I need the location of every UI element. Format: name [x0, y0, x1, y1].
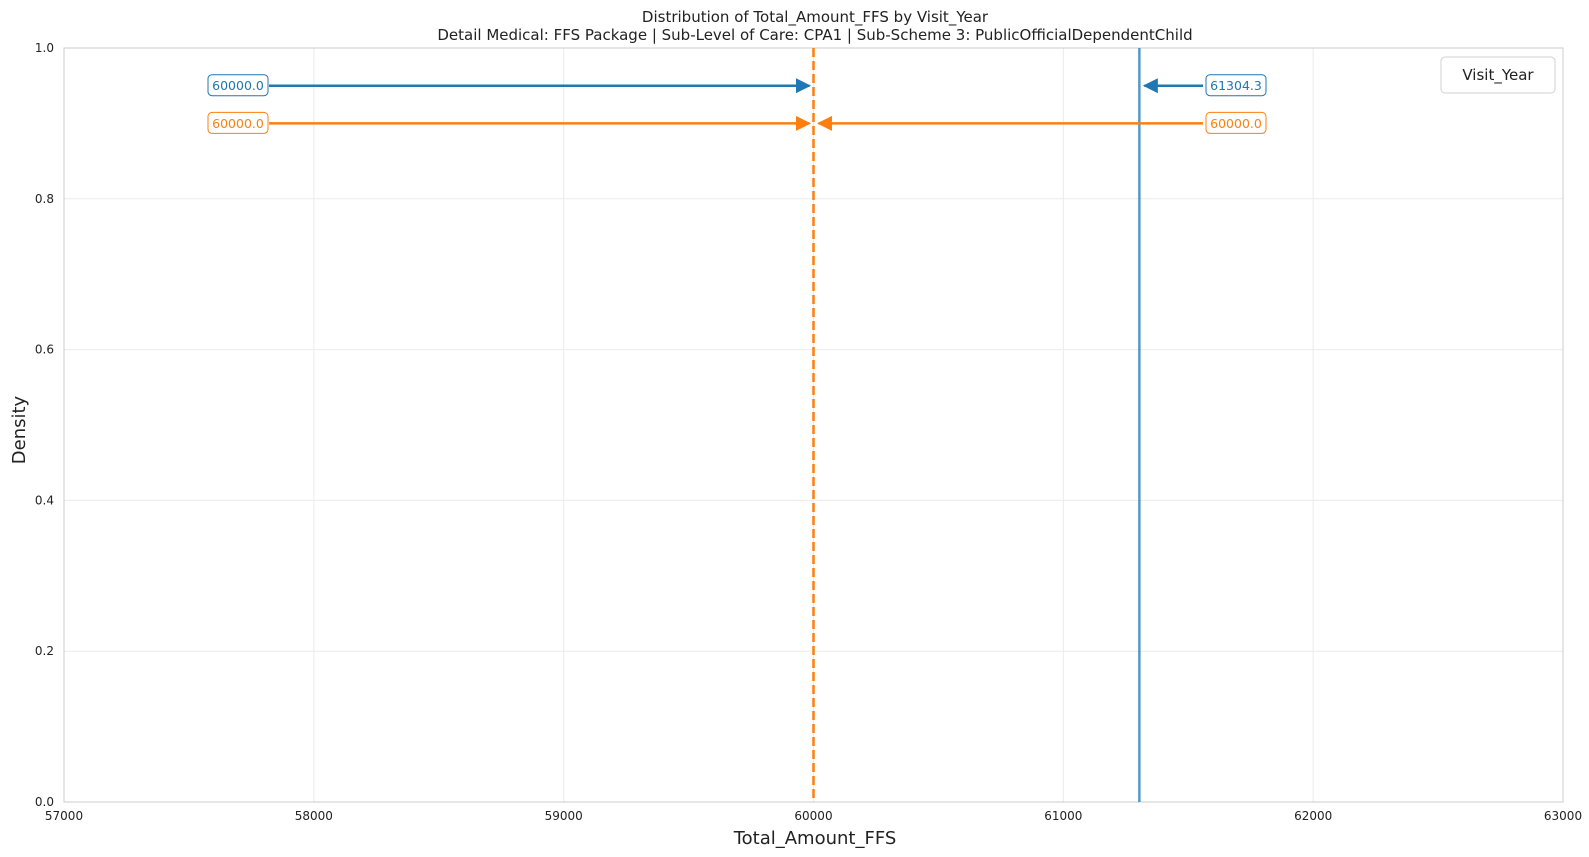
mean-label-blue: 61304.3: [1210, 78, 1262, 93]
median-label-orange: 60000.0: [212, 116, 264, 131]
y-tick-label: 0.0: [35, 795, 54, 809]
x-tick-label: 63000: [1544, 809, 1582, 823]
y-tick-label: 0.4: [35, 493, 54, 507]
y-axis-label: Density: [9, 395, 30, 464]
chart-subtitle: Detail Medical: FFS Package | Sub-Level …: [437, 26, 1192, 44]
mean-label-box-orange: [1205, 111, 1267, 134]
x-tick-label: 61000: [1044, 809, 1082, 823]
median-label-blue: 60000.0: [212, 78, 264, 93]
legend: Visit_Year: [1440, 56, 1556, 94]
legend-title: Visit_Year: [1462, 66, 1534, 85]
y-tick-label: 0.2: [35, 644, 54, 658]
axis-ticks: 57000 58000 59000 60000 61000 62000 63000 0.0 0.…: [35, 41, 1582, 823]
mean-label-box-blue: [1205, 74, 1267, 97]
median-label-box-blue: [207, 74, 269, 97]
x-tick-label: 62000: [1294, 809, 1332, 823]
x-tick-label: 58000: [295, 809, 333, 823]
x-axis-label: Total_Amount_FFS: [733, 828, 897, 849]
y-tick-label: 0.8: [35, 192, 54, 206]
x-tick-label: 57000: [45, 809, 83, 823]
chart-marks: 60000.0 61304.3 60000.0 60000.0: [207, 48, 1267, 802]
mean-label-orange: 60000.0: [1210, 116, 1262, 131]
chart-title: Distribution of Total_Amount_FFS by Visi…: [642, 8, 989, 27]
x-tick-label: 60000: [794, 809, 832, 823]
y-tick-label: 1.0: [35, 41, 54, 55]
x-tick-label: 59000: [545, 809, 583, 823]
y-tick-label: 0.6: [35, 343, 54, 357]
median-label-box-orange: [207, 111, 269, 134]
legend-box: [1440, 56, 1556, 94]
